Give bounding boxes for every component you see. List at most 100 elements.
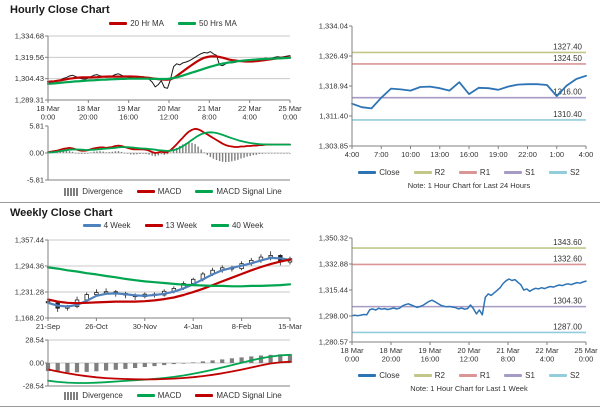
series-50-hrs-ma [46,56,292,85]
x-tick-label: 4:00 [540,355,555,364]
legend-label: R1 [479,168,491,177]
legend-item-s1: S1 [504,371,535,380]
series-close [351,278,587,317]
section-divider-top [0,202,600,203]
level-label-r1: 1324.50 [553,54,582,63]
y-tick-label: 0.00 [29,149,44,158]
legend-item-r1: R1 [458,371,490,380]
x-tick-label: 7:00 [374,150,389,159]
hourly-ma-legend: 20 Hr MA 50 Hrs MA [48,19,298,28]
legend-label: MACD [157,391,182,400]
level-label-s2: 1310.40 [553,110,582,119]
legend-item-40-week: 40 Week [210,221,263,230]
40-week-swatch-icon [210,224,229,227]
series-close [351,74,587,110]
y-tick-label: 1,334.04 [319,22,348,31]
x-tick-label: 4-Jan [184,322,203,331]
legend-item-s2: S2 [548,371,580,380]
s1-swatch-icon [504,374,523,377]
legend-item-close: Close [358,371,400,380]
level-label-s1: 1304.30 [553,297,582,306]
20-hr-ma-swatch-icon [109,22,128,25]
hourly-macd-legend: Divergence MACD MACD Signal Line [48,187,298,196]
x-tick-label: 16:00 [119,113,138,122]
x-tick-label: 18 Mar [379,346,403,355]
x-tick-label: 15-Mar [278,322,302,331]
macd-signal-line-swatch-icon [195,394,214,397]
macd-swatch-icon [136,190,155,193]
close-swatch-icon [358,171,377,174]
x-tick-label: 30-Nov [133,322,157,331]
week-chart-note: Note: 1 Hour Chart for Last 1 Week [410,384,528,393]
x-tick-label: 20 Mar [157,104,181,113]
y-tick-label: 1,289.31 [15,96,44,105]
section-divider-bottom [0,406,600,407]
macd-swatch-icon [136,394,155,397]
y-tick-label: 1,319.56 [15,53,44,62]
r1-swatch-icon [458,171,477,174]
legend-item-close: Close [358,168,400,177]
legend-label: Divergence [82,391,123,400]
weekly-macd-chart: 28.54 0.00 -28.54 [23,336,293,391]
legend-item-13-week: 13 Week [144,221,197,230]
weekly-macd-legend: Divergence MACD MACD Signal Line [48,391,298,400]
x-tick-label: 16:00 [460,150,479,159]
x-tick-label: 0:00 [579,355,594,364]
legend-label: 13 Week [165,221,197,230]
y-tick-label: 1,168.20 [15,314,44,323]
x-tick-label: 12:00 [160,113,179,122]
y-tick-label: 1,318.94 [319,82,348,91]
legend-label: S1 [525,371,535,380]
legend-item-50-hrs-ma: 50 Hrs MA [178,19,237,28]
y-tick-label: 1,311.40 [319,111,348,120]
legend-item-r2: R2 [413,168,445,177]
x-tick-label: 4:00 [242,113,257,122]
day-pivot-chart: 1327.40 1324.50 1316.00 1310.40 1,334.04 1,32… [319,22,594,160]
r2-swatch-icon [413,171,432,174]
s1-swatch-icon [504,171,523,174]
x-tick-label: 22 Mar [535,346,559,355]
day-pivot-legend: Close R2 R1 S1 S2 [352,168,586,177]
divergence-swatch-icon [64,187,80,196]
legend-label: Divergence [82,187,123,196]
x-tick-label: 22 Mar [238,104,262,113]
level-label-r2: 1343.60 [553,238,582,247]
x-tick-label: 8-Feb [232,322,252,331]
series-macd-signal-line [47,360,291,381]
day-chart-note: Note: 1 Hour Chart for Last 24 Hours [407,181,531,190]
y-tick-label: 1,303.85 [319,142,348,151]
x-tick-label: 21 Mar [496,346,520,355]
x-tick-label: 19:00 [489,150,508,159]
x-tick-label: 8:00 [202,113,217,122]
y-tick-label: 1,332.88 [319,260,348,269]
hourly-chart-title: Hourly Close Chart [10,4,110,16]
x-tick-label: 4:00 [345,150,360,159]
series-4-week [46,256,292,308]
y-tick-label: 1,315.44 [319,286,348,295]
y-tick-label: 1,304.43 [15,74,44,83]
y-tick-label: -5.81 [27,176,44,185]
legend-item-20-hr-ma: 20 Hr MA [109,19,164,28]
legend-label: S1 [525,168,535,177]
week-pivot-legend: Close R2 R1 S1 S2 [352,371,586,380]
y-tick-label: 28.54 [25,336,44,345]
legend-label: 20 Hr MA [130,19,164,28]
level-label-s2: 1287.00 [553,322,582,331]
legend-item-s1: S1 [504,168,535,177]
x-tick-label: 16:00 [421,355,440,364]
x-tick-label: 19 Mar [117,104,141,113]
x-tick-label: 10:00 [401,150,420,159]
legend-label: MACD Signal Line [216,391,282,400]
weekly-chart-title: Weekly Close Chart [10,207,113,219]
legend-item-macd: MACD [136,391,182,400]
x-tick-label: 8:00 [501,355,516,364]
legend-label: S2 [569,168,580,177]
x-tick-label: 20:00 [382,355,401,364]
y-tick-label: 0.00 [29,359,44,368]
x-tick-label: 22:00 [518,150,537,159]
y-tick-label: -28.54 [23,382,44,391]
y-tick-label: 1,326.49 [319,52,348,61]
legend-item-4-week: 4 Week [82,221,131,230]
legend-item-divergence: Divergence [64,391,123,400]
